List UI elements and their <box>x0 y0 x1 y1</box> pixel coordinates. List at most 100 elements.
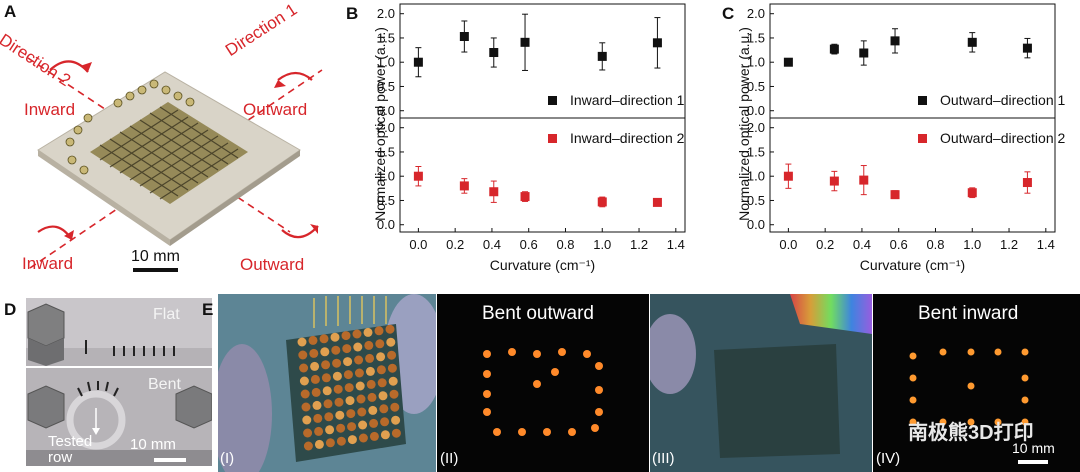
led-dot <box>595 362 603 370</box>
chart-c-ytick-label: 0.5 <box>747 193 765 208</box>
led-dot <box>321 360 331 370</box>
chart-c-data-point <box>859 175 869 185</box>
panel-e-letter: E <box>202 300 214 319</box>
led-dot <box>336 436 346 446</box>
chart-b-subplot-frame <box>399 117 686 233</box>
chart-c-xlabel: Curvature (cm⁻¹) <box>860 257 965 273</box>
chart-c-data-point <box>829 44 839 54</box>
led-dot <box>518 428 526 436</box>
chart-b-ytick-label: 0.0 <box>377 103 395 118</box>
chart-b-ytick-label: 0.5 <box>377 79 395 94</box>
chart-c-data-point <box>967 188 977 198</box>
panel-e-bent-inward-label: Bent inward <box>918 303 1019 324</box>
led-dot <box>909 374 917 382</box>
led-dot <box>325 425 335 435</box>
led-dot <box>909 352 917 360</box>
panel-e-bent-outward-label: Bent outward <box>482 303 594 324</box>
led-dot <box>345 396 355 406</box>
led-dot <box>347 422 357 432</box>
chart-b-data-point <box>413 57 423 67</box>
panel-e-photo-iii <box>650 294 872 472</box>
led-dot <box>308 335 318 345</box>
led-dot <box>358 420 368 430</box>
led-dot <box>353 342 363 352</box>
chart-b-legend-marker <box>548 134 557 143</box>
chart-c-xtick-label: 1.0 <box>963 237 981 252</box>
led-dot <box>299 363 309 373</box>
led-dot <box>591 424 599 432</box>
led-dot <box>909 396 917 404</box>
led-dot <box>303 428 313 438</box>
led-dot <box>331 345 341 355</box>
led-dot <box>323 399 333 409</box>
led-dot <box>355 381 365 391</box>
chart-b-data-point <box>459 181 469 191</box>
led-dot <box>343 357 353 367</box>
led-dot <box>333 384 343 394</box>
chart-c-xtick-label: 0.6 <box>890 237 908 252</box>
led-dot <box>300 389 310 399</box>
led-dot <box>297 337 307 347</box>
led-dot <box>311 387 321 397</box>
panel-e-photo-ii <box>437 294 649 472</box>
led-dot <box>324 412 334 422</box>
chart-c-xtick-label: 0.8 <box>926 237 944 252</box>
panel-d-letter: D <box>4 300 17 319</box>
led-dot <box>313 413 323 423</box>
chart-c-ytick-label: 0.0 <box>747 103 765 118</box>
chart-b-data-point <box>520 192 530 202</box>
chart-c-ytick-label: 0.5 <box>747 79 765 94</box>
led-dot <box>336 423 346 433</box>
led-dot <box>390 402 400 412</box>
led-dot <box>376 352 386 362</box>
chart-c-ytick-label: 2.0 <box>747 6 765 21</box>
chart-c-data-point <box>967 37 977 47</box>
led-dot <box>322 386 332 396</box>
chart-b-xlabel: Curvature (cm⁻¹) <box>490 257 595 273</box>
panel-e-photo-iv <box>873 294 1080 472</box>
led-dot <box>314 439 324 449</box>
chart-c-data-point <box>859 48 869 58</box>
chart-b-ytick-label: 2.0 <box>377 6 395 21</box>
led-dot <box>387 363 397 373</box>
panel-a-device-photo <box>0 0 335 280</box>
led-dot <box>385 324 395 334</box>
led-dot <box>341 331 351 341</box>
led-dot <box>301 402 311 412</box>
led-dot <box>967 348 975 356</box>
led-dot <box>379 404 389 414</box>
led-dot <box>595 386 603 394</box>
panel-c-letter: C <box>722 4 735 23</box>
chart-c-data-point <box>890 190 900 200</box>
led-dot <box>358 433 368 443</box>
led-dot <box>343 370 353 380</box>
led-dot <box>299 376 309 386</box>
led-dot <box>388 376 398 386</box>
panel-a-scale-label: 10 mm <box>131 248 180 265</box>
led-dot <box>335 410 345 420</box>
led-dot <box>389 389 399 399</box>
led-dot <box>1021 418 1029 426</box>
led-dot <box>508 348 516 356</box>
chart-b-data-point <box>489 48 499 58</box>
panel-e-photo-i <box>218 294 436 472</box>
led-dot <box>387 350 397 360</box>
led-dot <box>377 378 387 388</box>
panel-e-label-i: (I) <box>220 450 235 467</box>
chart-b-xtick-label: 0.2 <box>446 237 464 252</box>
chart-b-data-point <box>597 197 607 207</box>
led-dot <box>368 405 378 415</box>
chart-c-legend-marker <box>918 96 927 105</box>
chart-b-ytick-label: 1.0 <box>377 169 395 184</box>
panel-a-letter: A <box>4 2 17 21</box>
led-dot <box>363 327 373 337</box>
led-dot <box>347 435 357 445</box>
led-dot <box>310 361 320 371</box>
chart-b-legend-marker <box>548 96 557 105</box>
panel-d-bent-label: Bent <box>148 376 181 393</box>
watermark-text: 南极熊3D打印 <box>908 422 1034 444</box>
chart-b-xtick-label: 0.4 <box>483 237 501 252</box>
led-dot <box>365 353 375 363</box>
led-dot <box>303 441 313 451</box>
led-dot <box>376 365 386 375</box>
